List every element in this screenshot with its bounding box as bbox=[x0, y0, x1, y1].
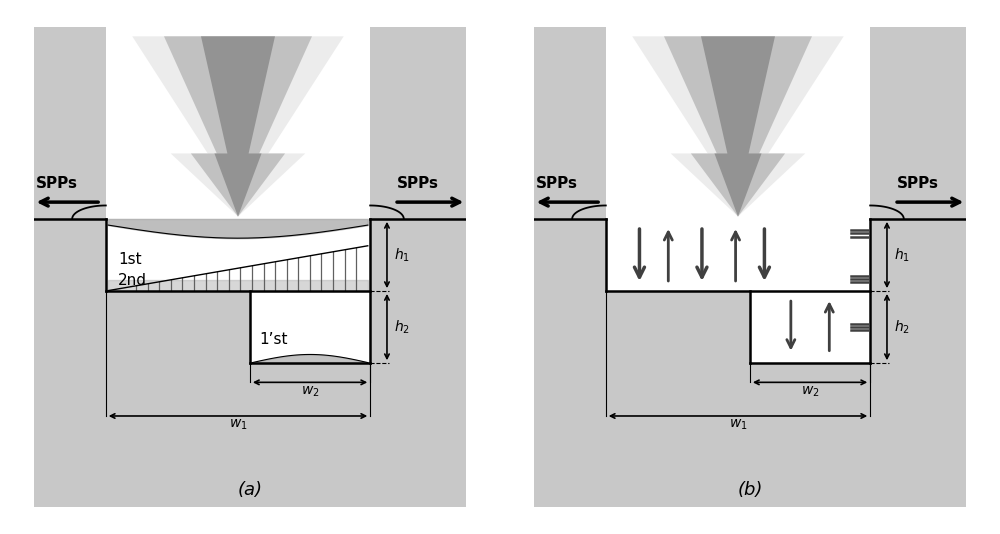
Polygon shape bbox=[870, 27, 966, 507]
Text: (b): (b) bbox=[737, 482, 763, 499]
Polygon shape bbox=[750, 291, 870, 507]
Polygon shape bbox=[106, 291, 250, 507]
Polygon shape bbox=[250, 291, 370, 507]
Text: 1st: 1st bbox=[118, 252, 141, 268]
Text: $w_2$: $w_2$ bbox=[301, 384, 319, 399]
Polygon shape bbox=[606, 291, 750, 507]
Text: 1’st: 1’st bbox=[260, 332, 288, 347]
Polygon shape bbox=[701, 36, 775, 217]
Text: 2nd: 2nd bbox=[118, 273, 147, 288]
Text: $w_2$: $w_2$ bbox=[801, 384, 819, 399]
Polygon shape bbox=[750, 363, 870, 507]
Text: $w_1$: $w_1$ bbox=[229, 418, 247, 433]
Polygon shape bbox=[106, 219, 370, 291]
Polygon shape bbox=[370, 27, 466, 507]
Polygon shape bbox=[664, 36, 812, 217]
Text: SPPs: SPPs bbox=[397, 176, 439, 191]
Polygon shape bbox=[606, 219, 870, 291]
Text: SPPs: SPPs bbox=[536, 176, 578, 191]
Text: $h_2$: $h_2$ bbox=[394, 318, 410, 336]
Text: SPPs: SPPs bbox=[897, 176, 939, 191]
Polygon shape bbox=[370, 27, 466, 219]
Polygon shape bbox=[34, 27, 106, 219]
Polygon shape bbox=[34, 27, 106, 507]
Polygon shape bbox=[534, 27, 606, 507]
Text: $h_1$: $h_1$ bbox=[394, 246, 410, 264]
Polygon shape bbox=[870, 27, 966, 219]
Text: $h_1$: $h_1$ bbox=[894, 246, 910, 264]
Polygon shape bbox=[534, 27, 606, 219]
Polygon shape bbox=[201, 36, 275, 217]
Polygon shape bbox=[750, 291, 870, 363]
Text: $h_2$: $h_2$ bbox=[894, 318, 910, 336]
Polygon shape bbox=[164, 36, 312, 217]
Text: (a): (a) bbox=[238, 482, 262, 499]
Text: $w_1$: $w_1$ bbox=[729, 418, 747, 433]
Polygon shape bbox=[250, 291, 370, 363]
Polygon shape bbox=[250, 363, 370, 507]
Polygon shape bbox=[632, 36, 844, 217]
Polygon shape bbox=[132, 36, 344, 217]
Text: SPPs: SPPs bbox=[36, 176, 78, 191]
